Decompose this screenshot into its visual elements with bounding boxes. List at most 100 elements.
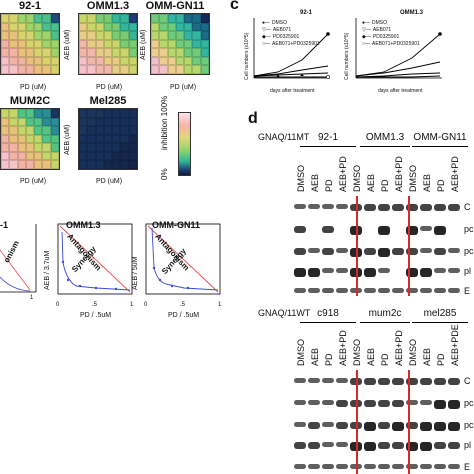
heatmap-cell [112, 48, 121, 57]
heatmap-cell [167, 65, 176, 74]
heatmap-cell [103, 117, 113, 127]
row-label: E [464, 286, 471, 296]
heatmap-cell [95, 14, 104, 23]
heatmap-cell [95, 48, 104, 57]
heatmap-cell [34, 117, 43, 127]
lane-label: PD [324, 179, 334, 192]
heatmap-cell [128, 39, 137, 49]
blot-band [308, 464, 320, 469]
heatmap-cell [79, 14, 88, 23]
group-bracket [300, 146, 356, 147]
heatmap-cell [50, 151, 59, 161]
blot-band [392, 204, 404, 211]
blot-band [308, 248, 320, 253]
heatmap-cell [9, 48, 18, 57]
heatmap-cell [167, 31, 176, 40]
blot-band [308, 422, 320, 429]
legend-item: ◆— PD0325901 [362, 34, 400, 40]
heatmap-cell [1, 14, 10, 23]
separator-line [356, 196, 358, 296]
heatmap-cell [17, 14, 26, 23]
isobologram-ylabel: AEB / 5uM [132, 256, 139, 290]
heatmap-cell [167, 39, 176, 49]
heatmap-cell [17, 109, 26, 118]
lane-label: PD [380, 179, 390, 192]
heatmap-cell [200, 48, 209, 57]
legend-item: ▽— AEB071 [362, 27, 392, 33]
heatmap-cell [50, 117, 59, 127]
heatmap-cell [50, 65, 59, 74]
blot-band [336, 204, 348, 209]
heatmap-cell [9, 109, 18, 118]
heatmap-ylabel: AEB (uM) [140, 29, 147, 60]
heatmap-cell [103, 143, 113, 152]
heatmap-cell [120, 39, 129, 49]
heatmap-cell [25, 65, 35, 74]
lane-label: PD [324, 353, 334, 366]
blot-band [308, 400, 320, 405]
heatmap-cell [151, 39, 160, 49]
heatmap-cell [175, 39, 185, 49]
blot-band [322, 226, 334, 233]
heatmap-cell [128, 31, 137, 40]
heatmap-grid [78, 108, 138, 170]
heatmap-cell [25, 22, 35, 32]
heatmap-cell [95, 143, 104, 152]
blot-band [406, 204, 418, 211]
blot-band [378, 204, 390, 211]
lineplot-plot-area [355, 18, 442, 79]
heatmap-cell [1, 151, 10, 161]
isobologram-xtick: 1 [30, 295, 34, 301]
heatmap-cell [103, 22, 113, 32]
heatmap-cell [1, 117, 10, 127]
heatmap-cell [95, 31, 104, 40]
blot-band [308, 378, 320, 383]
heatmap-grid [0, 13, 60, 75]
heatmap-cell [9, 56, 18, 66]
heatmap-cell [175, 22, 185, 32]
heatmap-cell [25, 31, 35, 40]
heatmap-cell [25, 39, 35, 49]
heatmap-cell [112, 31, 121, 40]
row-label: pc [464, 224, 474, 234]
lineplot-legend: ●— DMSO ▽— AEB071 ◆— PD0325901 ○— AEB071+PD0… [362, 20, 420, 48]
blot-band [406, 378, 418, 385]
lane-label: AEB [310, 173, 320, 192]
heatmap-cell [128, 109, 137, 118]
colorbar-bottom-label: 0% [160, 168, 169, 180]
blot-band [392, 288, 404, 293]
isobologram-xtick: 1 [130, 302, 134, 308]
blot-band [406, 268, 418, 277]
blot-band [308, 288, 320, 293]
lineplot-title: 92-1 [300, 10, 313, 16]
heatmap-cell [112, 117, 121, 127]
heatmap-cell [50, 126, 59, 135]
heatmap-cell [79, 109, 88, 118]
heatmap-cell [87, 56, 96, 66]
group-label-mel285: mel285 [423, 308, 457, 319]
heatmap-cell [159, 39, 168, 49]
blot-band [294, 464, 306, 469]
blot-band [420, 442, 432, 451]
blot-band [364, 378, 376, 385]
lane-label: DMSO [296, 339, 306, 366]
heatmap-cell [79, 151, 88, 161]
blot-band [448, 422, 460, 431]
isobologram-xtick: 0 [56, 302, 60, 308]
heatmap-cell [1, 160, 10, 169]
heatmap-cell [95, 22, 104, 32]
blot-band [392, 248, 404, 255]
heatmap-cell [112, 126, 121, 135]
heatmap-cell [25, 151, 35, 161]
blot-band [294, 288, 306, 293]
heatmap-cell [151, 48, 160, 57]
legend-item: ●— DMSO [362, 20, 388, 26]
heatmap-cell [42, 14, 51, 23]
heatmap-cell [184, 56, 193, 66]
heatmap-cell [200, 65, 209, 74]
heatmap-cell [159, 56, 168, 66]
lineplot-title: OMM1.3 [400, 10, 424, 16]
group-label-omm1-3: OMM1.3 [365, 132, 405, 143]
heatmap-cell [50, 160, 59, 169]
blot-band [308, 442, 320, 449]
